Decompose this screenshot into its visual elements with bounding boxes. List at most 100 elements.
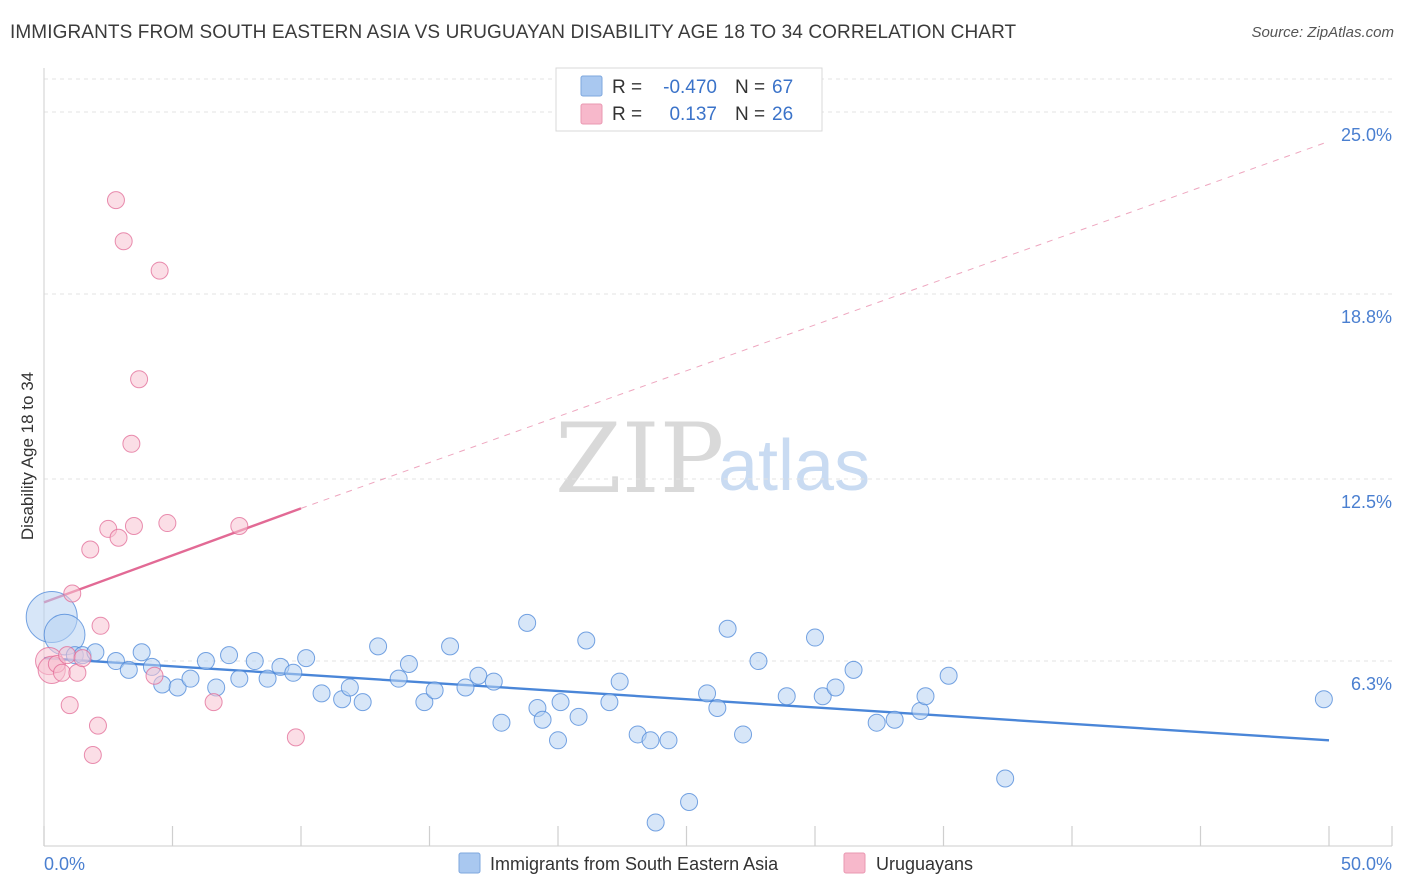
point-immigrants <box>106 652 125 671</box>
point-uruguayans <box>83 745 102 764</box>
point-uruguayans <box>158 514 177 533</box>
stats-n-label-uruguayans: N = <box>735 104 765 125</box>
point-uruguayans <box>130 370 149 389</box>
point-immigrants <box>469 666 488 685</box>
stats-swatch-immigrants <box>580 75 603 97</box>
point-immigrants <box>312 684 331 703</box>
point-immigrants <box>646 813 665 832</box>
point-uruguayans <box>106 191 125 210</box>
point-immigrants <box>484 672 503 691</box>
point-immigrants <box>425 681 444 700</box>
point-immigrants <box>867 713 886 732</box>
legend-swatch-immigrants <box>458 852 481 874</box>
stats-r-label-immigrants: R = <box>612 77 642 98</box>
y-tick-label: 6.3% <box>1351 674 1392 694</box>
point-immigrants <box>181 669 200 688</box>
data-points <box>25 191 1333 832</box>
point-immigrants <box>777 687 796 706</box>
point-immigrants <box>258 669 277 688</box>
trend-line-uruguayans <box>43 507 302 604</box>
point-immigrants <box>718 619 737 638</box>
trend-lines <box>43 140 1330 742</box>
stats-r-value-immigrants: -0.470 <box>663 77 717 98</box>
point-immigrants <box>680 792 699 811</box>
point-immigrants <box>844 660 863 679</box>
stats-box: R = -0.470 N = 67 R = 0.137 N = 26 <box>555 67 823 132</box>
stats-n-value-uruguayans: 26 <box>772 104 793 125</box>
point-immigrants <box>813 687 832 706</box>
point-immigrants <box>1314 690 1333 709</box>
point-uruguayans <box>109 528 128 547</box>
point-immigrants <box>734 725 753 744</box>
x-tick-label-max: 50.0% <box>1341 854 1392 874</box>
point-immigrants <box>353 693 372 712</box>
point-immigrants <box>415 693 434 712</box>
point-immigrants <box>698 684 717 703</box>
point-uruguayans <box>88 716 107 735</box>
point-immigrants <box>533 710 552 729</box>
point-immigrants <box>659 731 678 750</box>
legend-label-immigrants: Immigrants from South Eastern Asia <box>490 854 779 874</box>
point-immigrants <box>549 731 567 750</box>
axes <box>43 68 1392 847</box>
point-uruguayans <box>52 663 71 682</box>
stats-r-value-uruguayans: 0.137 <box>669 104 717 125</box>
point-immigrants <box>569 707 588 726</box>
watermark-zip: ZIP <box>555 403 724 515</box>
point-immigrants <box>220 646 239 665</box>
point-uruguayans <box>58 646 77 665</box>
point-immigrants <box>207 678 226 697</box>
point-immigrants <box>996 769 1015 788</box>
point-uruguayans <box>73 649 92 668</box>
point-immigrants <box>600 693 619 712</box>
point-uruguayans <box>81 540 100 559</box>
point-uruguayans <box>230 516 249 535</box>
point-immigrants <box>708 699 727 718</box>
x-ticks <box>43 826 1393 846</box>
point-immigrants <box>297 649 316 668</box>
y-tick-label: 12.5% <box>1341 492 1392 512</box>
y-tick-label: 18.8% <box>1341 307 1392 327</box>
point-immigrants <box>641 731 660 750</box>
point-immigrants <box>492 713 511 732</box>
point-uruguayans <box>150 261 169 280</box>
point-immigrants <box>399 654 418 673</box>
gridlines <box>44 78 1392 662</box>
stats-r-label-uruguayans: R = <box>612 104 642 125</box>
point-uruguayans <box>286 728 305 747</box>
trend-line-uruguayans-extension <box>300 140 1330 509</box>
point-uruguayans <box>145 666 164 685</box>
point-uruguayans <box>122 434 141 453</box>
point-immigrants <box>456 678 475 697</box>
legend-label-uruguayans: Uruguayans <box>876 854 973 874</box>
point-uruguayans <box>60 696 79 715</box>
legend-swatch-uruguayans <box>843 852 866 874</box>
point-immigrants <box>245 652 264 671</box>
legend: Immigrants from South Eastern Asia Urugu… <box>458 852 973 874</box>
point-immigrants <box>610 672 629 691</box>
point-immigrants <box>577 631 596 650</box>
x-tick-label-min: 0.0% <box>44 854 85 874</box>
point-uruguayans <box>204 693 223 712</box>
y-tick-label: 25.0% <box>1341 125 1392 145</box>
point-immigrants <box>340 678 359 697</box>
point-immigrants <box>168 678 187 697</box>
point-immigrants <box>441 637 460 656</box>
point-immigrants <box>196 652 215 671</box>
point-immigrants <box>230 669 249 688</box>
y-axis-label: Disability Age 18 to 34 <box>18 372 37 540</box>
y-tick-labels: 6.3% 12.5% 18.8% 25.0% <box>1341 125 1392 694</box>
point-immigrants <box>284 663 303 682</box>
point-immigrants <box>389 669 408 688</box>
point-immigrants <box>119 660 138 679</box>
point-immigrants <box>826 678 845 697</box>
point-immigrants <box>916 687 935 706</box>
point-immigrants <box>749 652 768 671</box>
stats-n-label-immigrants: N = <box>735 77 765 98</box>
chart-title: IMMIGRANTS FROM SOUTH EASTERN ASIA VS UR… <box>10 22 1017 43</box>
point-immigrants <box>885 710 904 729</box>
point-immigrants <box>369 637 388 656</box>
point-uruguayans <box>114 232 133 251</box>
point-immigrants <box>806 628 824 647</box>
